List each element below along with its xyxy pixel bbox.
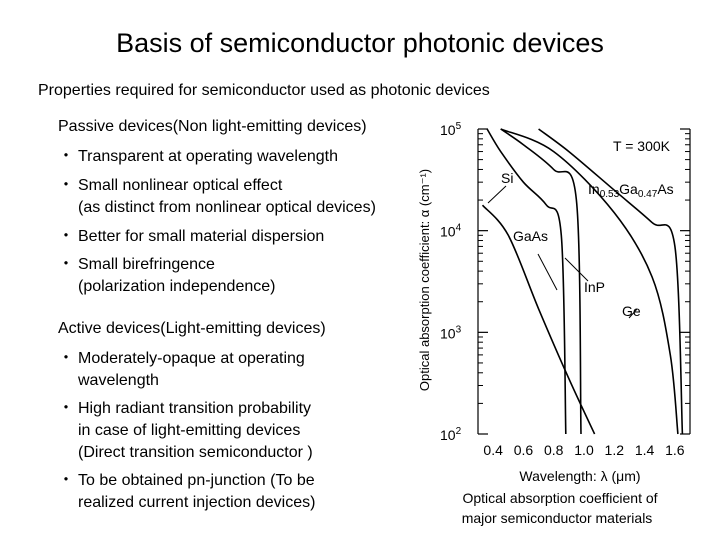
active-heading: Active devices(Light-emitting devices) [58,320,326,337]
bullet-text: To be obtained pn-junction (To be [78,472,315,489]
leader-line-gaas [537,253,558,291]
bullet-text: (Direct transition semiconductor ) [78,444,313,461]
slide-subtitle: Properties required for semiconductor us… [38,82,490,99]
bullet-text: Moderately-opaque at operating [78,350,305,367]
x-tick-label: 0.8 [544,442,564,458]
y-tick-label: 104 [440,223,462,240]
series-label-ge: Ge [622,303,641,319]
y-tick-label: 103 [440,324,462,341]
bullet-marker: ・ [58,350,75,367]
bullet-text: Small birefringence [78,256,215,273]
bullet-text: Small nonlinear optical effect [78,177,283,194]
series-label-gaas: GaAs [513,228,548,244]
passive-heading: Passive devices(Non light-emitting devic… [58,118,367,135]
bullet-marker: ・ [58,256,75,273]
bullet-text: Transparent at operating wavelength [78,148,339,165]
passive-bullet: ・ Small birefringence (polarization indep… [58,254,275,298]
x-tick-label: 1.2 [605,442,625,458]
bullet-marker: ・ [58,177,75,194]
bullet-text: (polarization independence) [78,278,276,295]
x-tick-label: 1.4 [635,442,655,458]
series-line-si [481,204,596,435]
series-line-inp [500,128,582,435]
x-tick-label: 0.6 [514,442,534,458]
series-line-in0-53ga0-47as [538,128,684,435]
x-tick-label: 1.0 [574,442,594,458]
bullet-text: Better for small material dispersion [78,228,325,245]
chart-series: Si GaAs In0.53Ga0.47As InP Ge [481,128,684,435]
bullet-marker: ・ [58,400,75,417]
bullet-marker: ・ [58,228,75,245]
bullet-marker: ・ [58,148,75,165]
series-label-si: Si [501,170,513,186]
leader-line-inp [564,257,589,282]
slide-title: Basis of semiconductor photonic devices [116,28,604,58]
bullet-text: High radiant transition probability [78,400,312,417]
bullet-text: in case of light-emitting devices [78,422,301,439]
y-tick-label: 102 [440,426,462,443]
passive-bullet: ・ Transparent at operating wavelength [58,146,338,168]
temperature-annotation: T = 300K [613,138,671,154]
bullet-marker: ・ [58,472,75,489]
y-axis-label: Optical absorption coefficient: α (cm⁻¹) [417,169,432,391]
leader-line-ge [628,308,638,319]
x-tick-label: 0.4 [483,442,503,458]
series-label-inp: InP [584,279,605,295]
bullet-text: realized current injection devices) [78,494,316,511]
series-label-in0-53ga0-47as: In0.53Ga0.47As [588,181,674,200]
chart-axes: 102 103 104 105 0.4 0.6 0.8 1.0 1.2 1.4 1.6 [440,121,691,458]
chart-caption-line: major semiconductor materials [462,510,653,526]
y-tick-label: 105 [440,121,462,138]
active-bullet: ・ High radiant transition probability in … [58,398,313,464]
x-axis-label: Wavelength: λ (μm) [519,468,640,484]
series-line-gaas [486,128,567,435]
active-bullet: ・ To be obtained pn-junction (To be reali… [58,470,315,514]
x-tick-label: 1.6 [665,442,685,458]
leader-line-si [487,185,507,204]
series-line-ge [500,128,679,435]
bullet-text: wavelength [78,372,159,389]
passive-bullet: ・ Small nonlinear optical effect (as dist… [58,175,376,219]
bullet-text: (as distinct from nonlinear optical devi… [78,199,376,216]
passive-bullet: ・ Better for small material dispersion [58,226,324,248]
active-bullet: ・ Moderately-opaque at operating waveleng… [58,348,305,392]
chart-caption-line: Optical absorption coefficient of [462,490,657,506]
